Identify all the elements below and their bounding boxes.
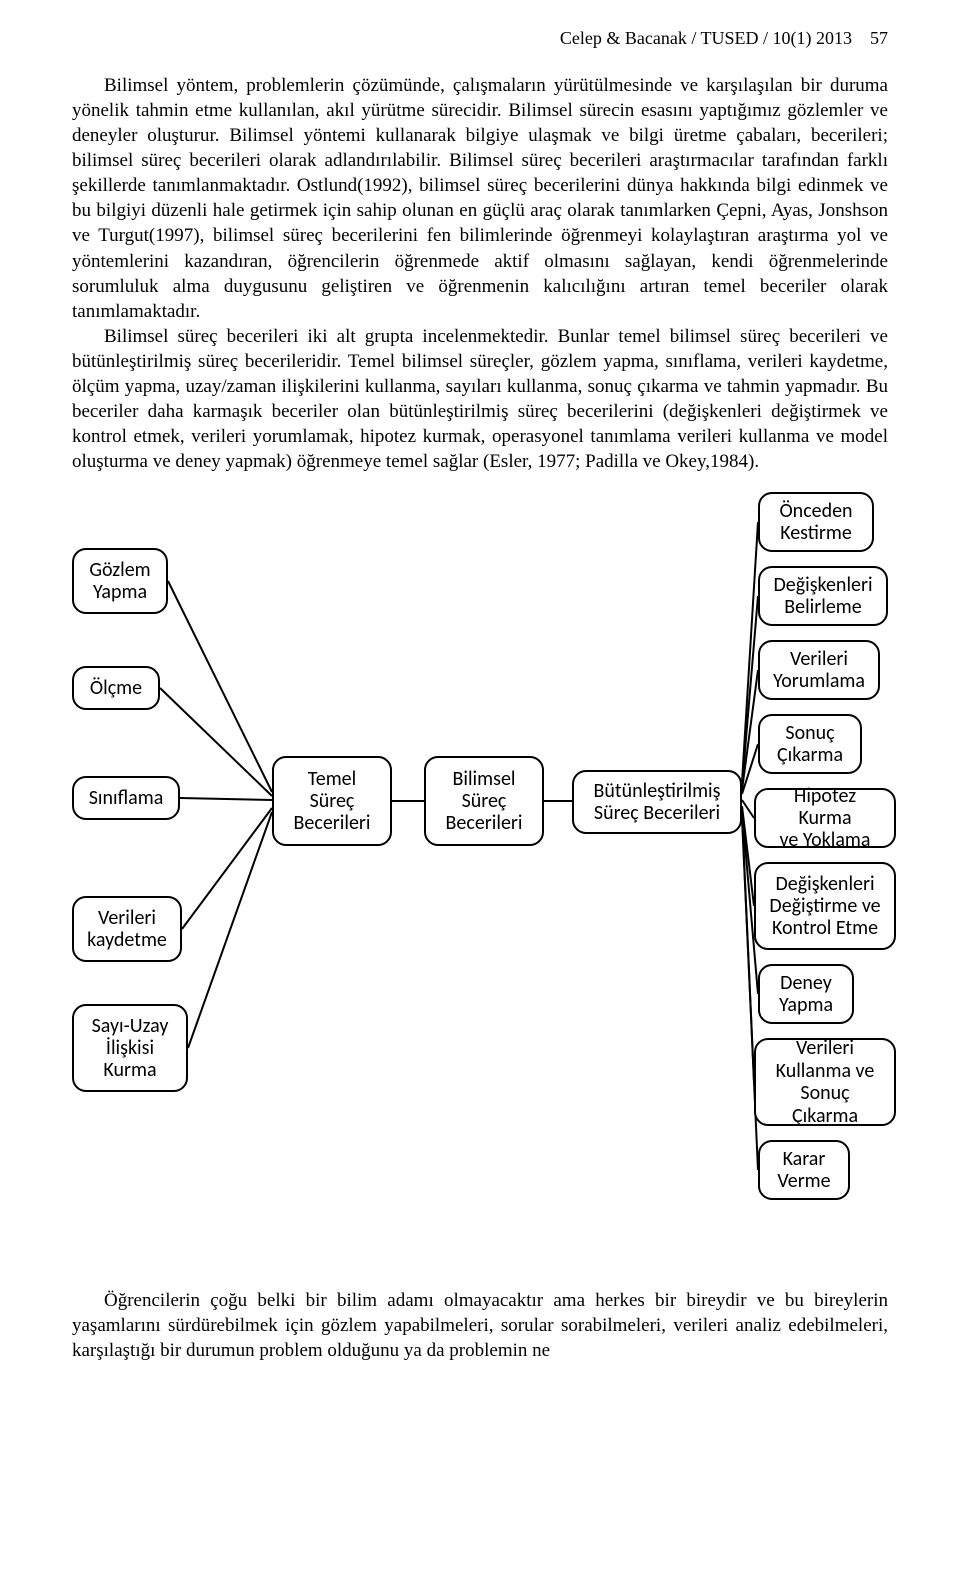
node-olcme: Ölçme xyxy=(72,666,160,710)
node-degbel: DeğişkenleriBelirleme xyxy=(758,566,888,626)
node-sayi: Sayı-UzayİlişkisiKurma xyxy=(72,1004,188,1092)
page-number: 57 xyxy=(870,28,888,48)
node-temel: TemelSüreçBecerileri xyxy=(272,756,392,846)
body-text: Bilimsel yöntem, problemlerin çözümünde,… xyxy=(72,73,888,474)
paragraph-1: Bilimsel yöntem, problemlerin çözümünde,… xyxy=(72,73,888,324)
node-kaydet: Verilerikaydetme xyxy=(72,896,182,962)
concept-diagram: GözlemYapma Ölçme Sınıflama Verilerikaydetm… xyxy=(72,492,888,1262)
paragraph-2: Bilimsel süreç becerileri iki alt grupta… xyxy=(72,324,888,474)
node-verikul: VerileriKullanma veSonuç Çıkarma xyxy=(754,1038,896,1126)
node-gozlem: GözlemYapma xyxy=(72,548,168,614)
page: Celep & Bacanak / TUSED / 10(1) 2013 57 … xyxy=(0,0,960,1387)
node-deney: DeneyYapma xyxy=(758,964,854,1024)
node-butun: BütünleştirilmişSüreç Becerileri xyxy=(572,770,742,834)
node-karar: KararVerme xyxy=(758,1140,850,1200)
node-veriyor: VerileriYorumlama xyxy=(758,640,880,700)
paragraph-3: Öğrencilerin çoğu belki bir bilim adamı … xyxy=(72,1288,888,1363)
journal-ref: Celep & Bacanak / TUSED / 10(1) 2013 xyxy=(560,28,852,48)
node-sonuc: SonuçÇıkarma xyxy=(758,714,862,774)
running-head: Celep & Bacanak / TUSED / 10(1) 2013 57 xyxy=(72,28,888,49)
footer-text: Öğrencilerin çoğu belki bir bilim adamı … xyxy=(72,1288,888,1363)
node-hipotez: Hipotez Kurmave Yoklama xyxy=(754,788,896,848)
node-bilimsel: BilimselSüreçBecerileri xyxy=(424,756,544,846)
node-degdeg: DeğişkenleriDeğiştirme veKontrol Etme xyxy=(754,862,896,950)
node-onceden: ÖncedenKestirme xyxy=(758,492,874,552)
node-siniflama: Sınıflama xyxy=(72,776,180,820)
